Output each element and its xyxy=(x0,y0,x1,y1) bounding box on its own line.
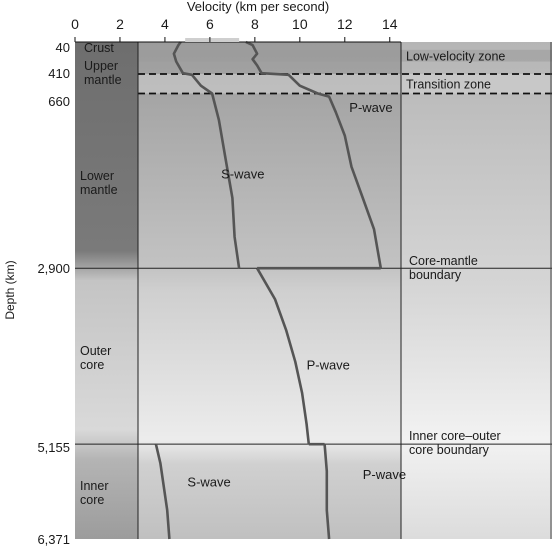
zone-bands xyxy=(138,49,552,94)
wave-curves xyxy=(154,40,383,540)
x-tick-label: 4 xyxy=(161,16,169,32)
p-wave-label: P-wave xyxy=(363,467,406,482)
y-tick-label: 40 xyxy=(56,40,70,55)
p-wave-curve xyxy=(255,267,311,445)
p-wave-label: P-wave xyxy=(307,358,350,373)
layer-label-line: Inner xyxy=(80,479,109,493)
zone-column-shading xyxy=(401,42,552,539)
layer-label-line: Upper xyxy=(84,59,118,73)
x-tick-label: 12 xyxy=(337,16,353,32)
zone-band xyxy=(138,49,552,62)
y-tick-label: 2,900 xyxy=(37,261,70,276)
p-wave-label: P-wave xyxy=(349,100,392,115)
s-wave-curve xyxy=(154,443,171,540)
p-wave-curve xyxy=(323,443,331,540)
layer-label-line: Crust xyxy=(84,41,114,55)
s-wave-curve xyxy=(172,41,241,269)
boundary-label-line: boundary xyxy=(409,268,462,282)
y-tick-label: 660 xyxy=(48,94,70,109)
boundary-label-line: Core-mantle xyxy=(409,254,478,268)
zone-label: Transition zone xyxy=(406,78,491,92)
y-tick-label: 6,371 xyxy=(37,532,70,547)
p-wave-curve xyxy=(245,40,383,269)
x-tick-label: 14 xyxy=(382,16,398,32)
layer-label: Inner core xyxy=(80,479,109,507)
boundary-label: Inner core–outer core boundary xyxy=(409,429,501,457)
zone-label: Low-velocity zone xyxy=(406,50,505,64)
layer-label-line: Lower xyxy=(80,169,114,183)
layer-label: Upper mantle xyxy=(84,59,122,87)
s-wave-label: S-wave xyxy=(221,167,264,182)
boundary-label: Core-mantle boundary xyxy=(409,254,478,282)
x-tick-label: 2 xyxy=(116,16,124,32)
x-tick-label: 6 xyxy=(206,16,214,32)
y-tick-label: 5,155 xyxy=(37,440,70,455)
layer-label: Outer core xyxy=(80,344,111,372)
layer-label-line: mantle xyxy=(80,183,118,197)
x-tick-label: 10 xyxy=(292,16,308,32)
layer-label-line: core xyxy=(80,493,104,507)
x-tick-label: 0 xyxy=(71,16,79,32)
y-axis-title: Depth (km) xyxy=(3,260,17,319)
background-bands xyxy=(75,42,552,539)
chart-labels: Low-velocity zone Transition zone Core-man… xyxy=(80,41,505,507)
layer-label-line: Outer xyxy=(80,344,111,358)
s-wave-label: S-wave xyxy=(187,475,230,490)
axis-highlight-bar xyxy=(185,38,240,42)
layer-label-line: core xyxy=(80,358,104,372)
axes: 0 2 4 6 8 10 12 14 Velocity (km per second) 40 410… xyxy=(3,0,401,547)
boundary-label-line: core boundary xyxy=(409,443,490,457)
x-tick-label: 8 xyxy=(251,16,259,32)
layer-column-shading xyxy=(75,42,138,539)
boundary-label-line: Inner core–outer xyxy=(409,429,501,443)
layer-label: Crust xyxy=(84,41,114,55)
layer-label-line: mantle xyxy=(84,73,122,87)
layer-label: Lower mantle xyxy=(80,169,118,197)
zone-band xyxy=(138,73,552,94)
x-axis-title: Velocity (km per second) xyxy=(187,0,329,14)
y-tick-label: 410 xyxy=(48,66,70,81)
boundary-lines xyxy=(75,42,552,539)
